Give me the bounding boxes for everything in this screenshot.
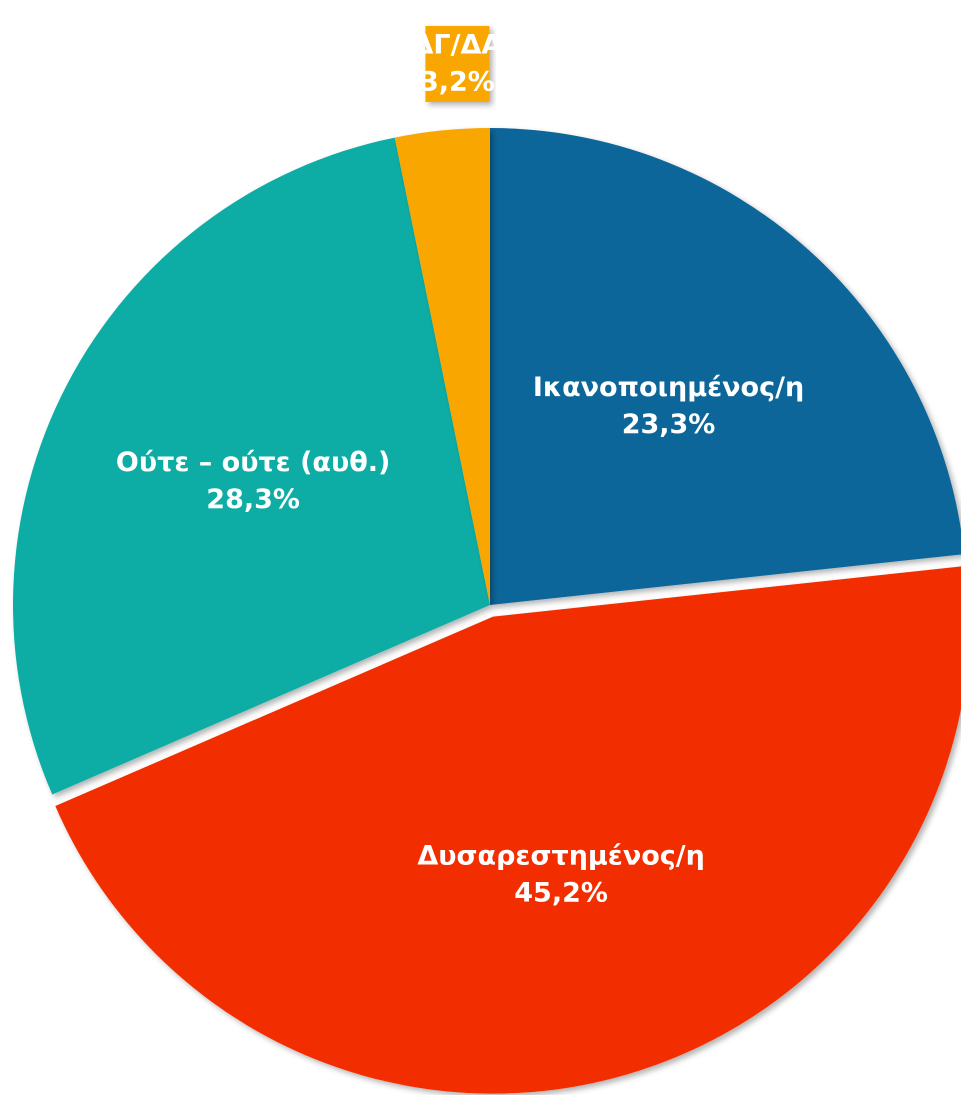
slice-value: 3,2% xyxy=(420,66,495,97)
slice-label: ΔΓ/ΔΑ xyxy=(413,29,503,60)
pie-slice xyxy=(394,128,490,605)
slice-label: Ικανοποιημένος/η xyxy=(533,372,804,403)
slice-value: 45,2% xyxy=(514,877,608,908)
pie-slice xyxy=(13,137,491,795)
pie-slice xyxy=(55,566,961,1094)
label-box xyxy=(425,25,490,102)
slice-label: Δυσαρεστημένος/η xyxy=(417,840,704,871)
slice-value: 28,3% xyxy=(206,484,300,515)
pie-slice xyxy=(490,128,961,605)
slice-value: 23,3% xyxy=(622,409,716,440)
slice-label: Ούτε – ούτε (αυθ.) xyxy=(116,447,390,478)
